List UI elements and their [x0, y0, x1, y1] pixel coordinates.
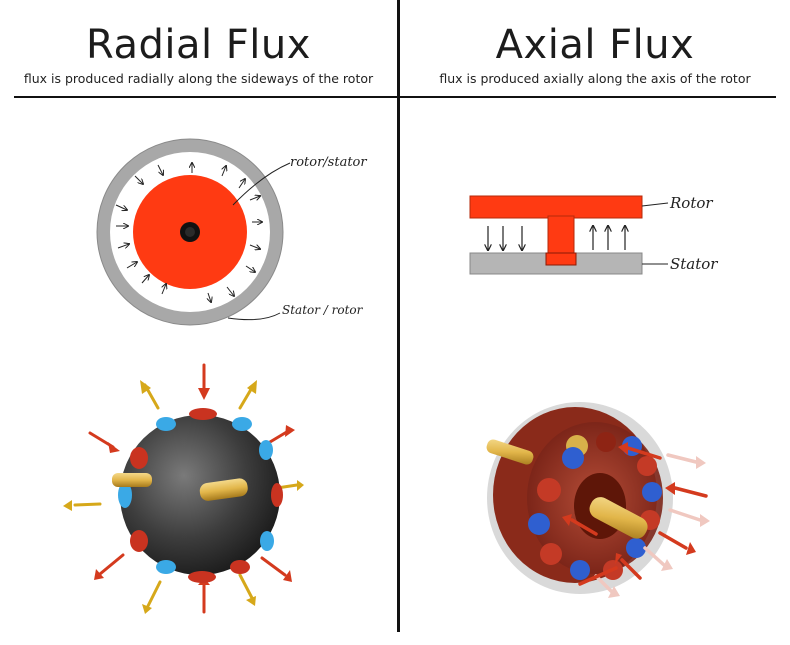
rotor-shaft [547, 215, 575, 257]
radial-flux-3d-motor [63, 363, 304, 614]
stator-slot [545, 252, 577, 266]
stator-label: Stator [670, 255, 718, 273]
rotor-plate [469, 195, 643, 219]
axial-flux-cross-section: Rotor Stator [469, 194, 718, 598]
axial-3d-magnets [528, 432, 662, 580]
axial-flux-panel: Axial Flux flux is produced axially alon… [400, 0, 790, 645]
radial-flux-title: Radial Flux [86, 22, 311, 68]
rotor-label: Rotor [669, 194, 713, 212]
axial-flux-subtitle: flux is produced axially along the axis … [439, 71, 751, 86]
flux-arrows [115, 163, 262, 302]
axial-3d-shaft [589, 497, 648, 539]
axial-flux-arrows [488, 226, 625, 250]
radial-3d-magnets [118, 408, 283, 583]
radial-3d-shaft [199, 478, 248, 501]
radial-flux-cross-section: rotor/stator Stator / rotor [63, 138, 367, 614]
axial-flux-title: Axial Flux [495, 22, 695, 68]
axial-3d-arrows [562, 442, 710, 598]
horizontal-divider [14, 96, 776, 98]
radial-flux-subtitle: flux is produced radially along the side… [23, 71, 374, 86]
rotor-stator-label: rotor/stator [290, 155, 367, 170]
radial-3d-shaft-back [112, 473, 152, 487]
radial-flux-panel: Radial Flux flux is produced radially al… [23, 22, 374, 614]
axial-flux-3d-motor [486, 402, 710, 598]
stator-rotor-label: Stator / rotor [282, 303, 364, 317]
vertical-divider [397, 0, 400, 632]
